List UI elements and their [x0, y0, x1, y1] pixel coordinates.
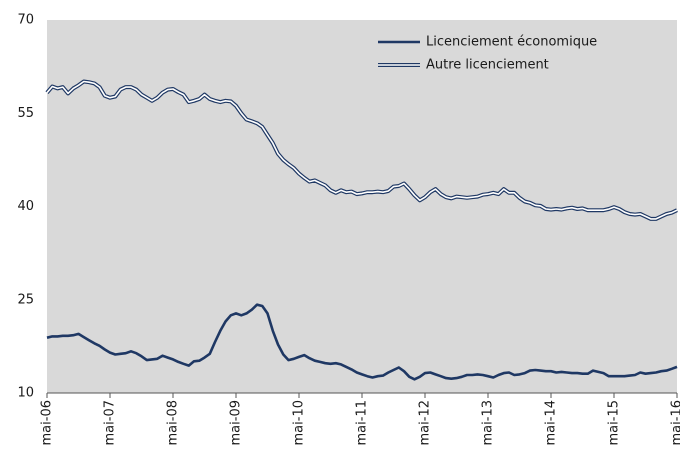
- x-tick-label: mai-07: [103, 400, 118, 445]
- x-tick-label: mai-10: [292, 400, 307, 445]
- legend-label: Autre licenciement: [426, 58, 549, 73]
- line: [46, 303, 678, 381]
- legend-label: Licenciement économique: [426, 35, 597, 50]
- y-tick-label: 10: [17, 386, 34, 401]
- x-tick-label: mai-15: [607, 400, 622, 445]
- line-inner: [46, 80, 678, 220]
- x-tick-label: mai-13: [481, 400, 496, 445]
- y-tick-label: 55: [17, 106, 34, 121]
- x-tick-label: mai-06: [40, 400, 55, 445]
- y-tick-label: 25: [17, 292, 34, 307]
- x-tick-label: mai-12: [418, 400, 433, 445]
- x-tick-label: mai-16: [670, 400, 680, 445]
- x-tick-label: mai-14: [544, 400, 559, 445]
- x-tick-label: mai-09: [229, 400, 244, 445]
- x-tick-label: mai-11: [355, 400, 370, 445]
- y-tick-label: 70: [17, 13, 34, 28]
- y-tick-label: 40: [17, 199, 34, 214]
- x-tick-label: mai-08: [166, 400, 181, 445]
